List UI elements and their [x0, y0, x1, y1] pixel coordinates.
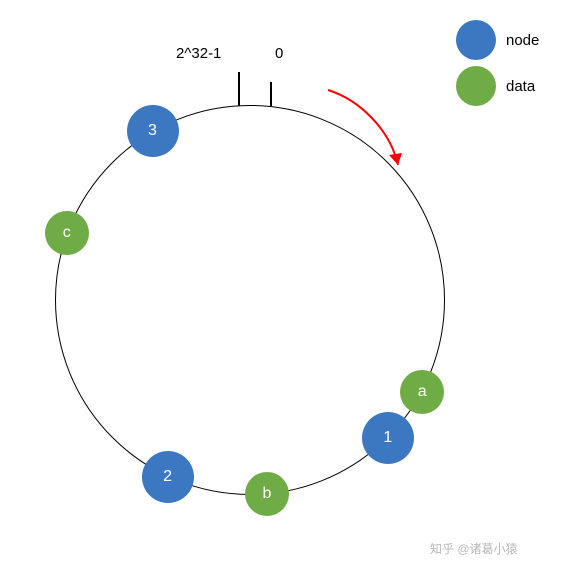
node-2: 2 [142, 451, 194, 503]
legend-row-data: data [456, 66, 539, 106]
tick-line [238, 72, 240, 106]
tick-line [270, 82, 272, 106]
watermark-text: 知乎 @诸葛小猿 [430, 542, 518, 556]
tick-label: 2^32-1 [176, 45, 221, 62]
tick-label: 0 [275, 45, 283, 62]
legend-swatch-data [456, 66, 496, 106]
dot-label: 2 [163, 468, 172, 486]
dot-label: c [63, 224, 71, 242]
data-b: b [245, 472, 289, 516]
legend: node data [456, 20, 539, 112]
data-c: c [45, 211, 89, 255]
dot-label: 3 [148, 122, 157, 140]
watermark: 知乎 @诸葛小猿 [430, 540, 518, 557]
node-3: 3 [127, 105, 179, 157]
legend-swatch-node [456, 20, 496, 60]
legend-row-node: node [456, 20, 539, 60]
dot-label: b [263, 485, 272, 503]
legend-label: node [506, 32, 539, 49]
dot-label: 1 [383, 429, 392, 447]
data-a: a [400, 370, 444, 414]
dot-label: a [418, 383, 427, 401]
diagram-canvas: 2^32-1 0 3 c a 1 b 2 node data 知乎 @诸葛小猿 [0, 0, 572, 563]
node-1: 1 [362, 412, 414, 464]
legend-label: data [506, 78, 535, 95]
